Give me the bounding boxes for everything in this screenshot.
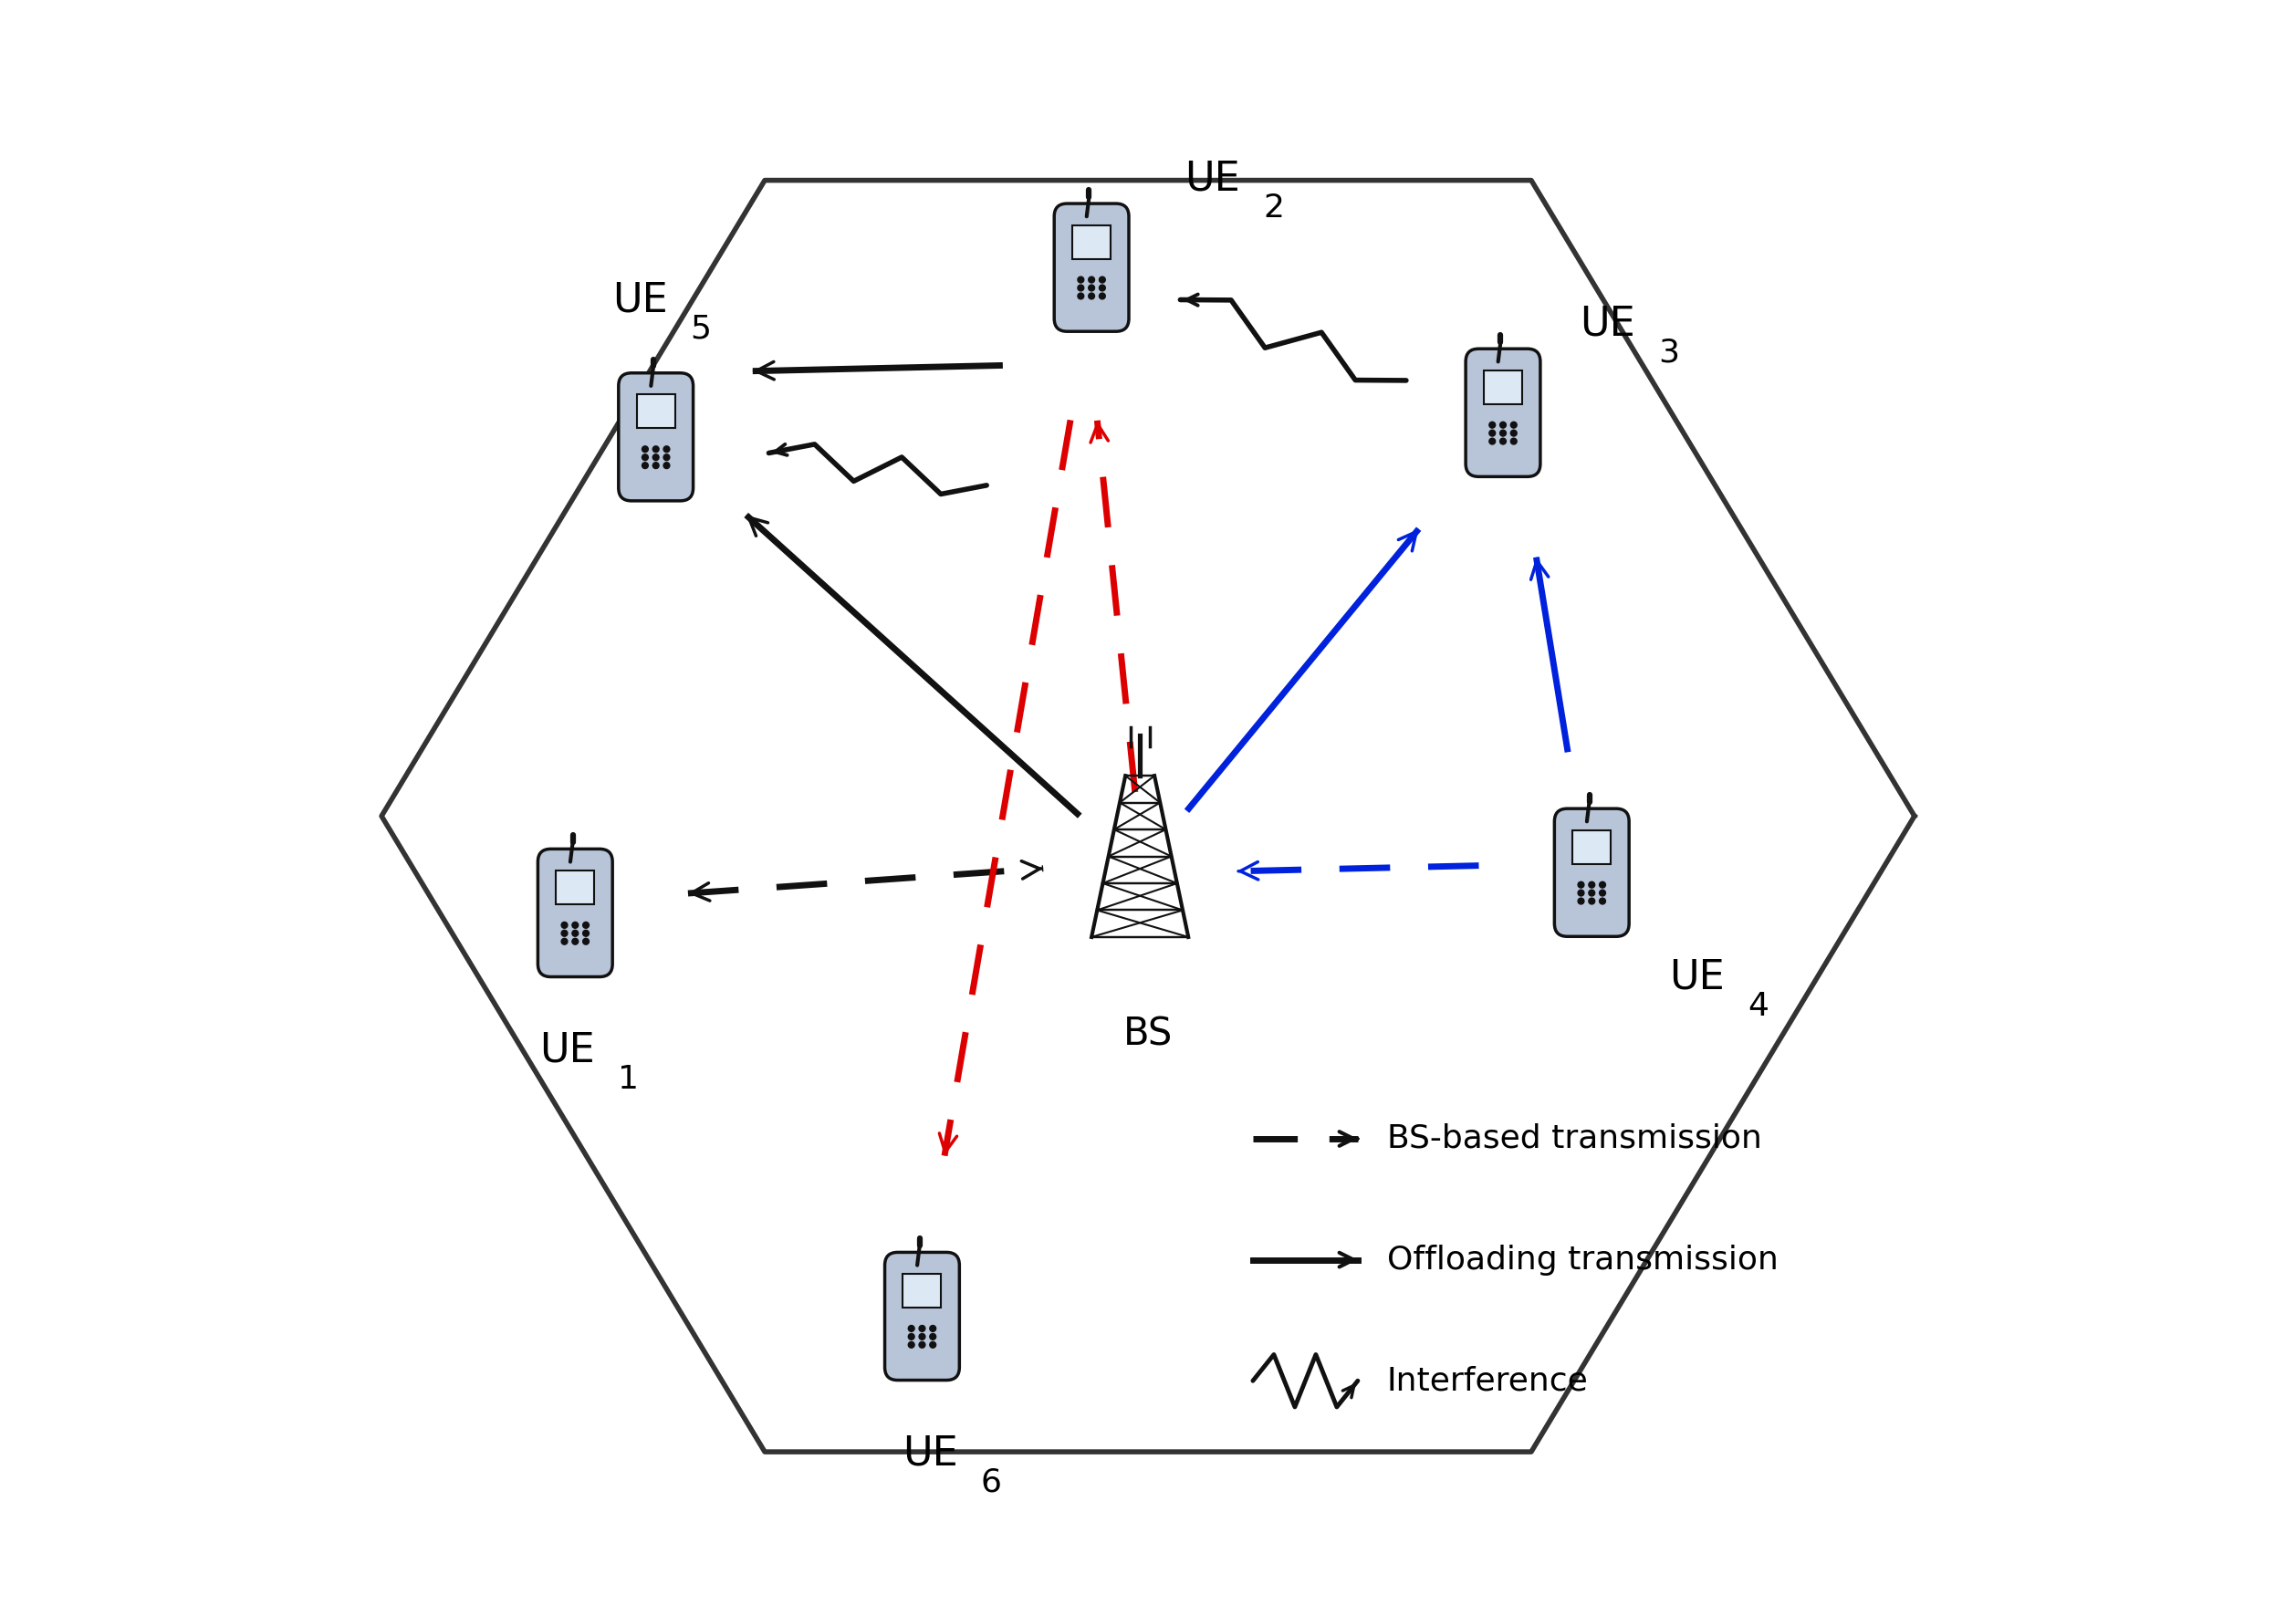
- Text: UE: UE: [1669, 958, 1724, 997]
- Text: BS: BS: [1123, 1015, 1173, 1054]
- FancyBboxPatch shape: [556, 871, 595, 905]
- Circle shape: [1490, 422, 1495, 428]
- Circle shape: [930, 1341, 937, 1348]
- FancyBboxPatch shape: [537, 848, 613, 976]
- Circle shape: [1511, 430, 1518, 436]
- Text: UE: UE: [1185, 158, 1240, 199]
- FancyBboxPatch shape: [902, 1273, 941, 1307]
- Circle shape: [930, 1333, 937, 1340]
- Circle shape: [583, 931, 590, 936]
- FancyBboxPatch shape: [636, 394, 675, 428]
- Circle shape: [664, 454, 670, 461]
- Circle shape: [909, 1325, 914, 1332]
- FancyBboxPatch shape: [618, 373, 693, 501]
- Circle shape: [572, 931, 579, 936]
- Circle shape: [918, 1341, 925, 1348]
- Text: 1: 1: [618, 1063, 638, 1094]
- Circle shape: [664, 446, 670, 452]
- FancyBboxPatch shape: [1072, 225, 1111, 259]
- Text: UE: UE: [540, 1031, 595, 1070]
- FancyBboxPatch shape: [1573, 831, 1612, 865]
- Circle shape: [583, 923, 590, 928]
- Circle shape: [643, 454, 647, 461]
- Text: Offloading transmission: Offloading transmission: [1387, 1244, 1777, 1275]
- Circle shape: [1600, 898, 1605, 905]
- Text: UE: UE: [902, 1433, 957, 1474]
- Circle shape: [930, 1325, 937, 1332]
- FancyBboxPatch shape: [1054, 204, 1130, 331]
- Circle shape: [1499, 422, 1506, 428]
- Circle shape: [1100, 284, 1104, 291]
- Circle shape: [918, 1333, 925, 1340]
- Circle shape: [1600, 882, 1605, 887]
- Circle shape: [664, 462, 670, 469]
- Circle shape: [1088, 276, 1095, 283]
- Circle shape: [1511, 438, 1518, 444]
- Text: 3: 3: [1658, 338, 1681, 368]
- Circle shape: [1490, 430, 1495, 436]
- Circle shape: [560, 939, 567, 945]
- Text: 4: 4: [1747, 991, 1768, 1021]
- Circle shape: [1577, 890, 1584, 895]
- Polygon shape: [381, 181, 1915, 1451]
- Circle shape: [909, 1341, 914, 1348]
- Circle shape: [1088, 284, 1095, 291]
- Circle shape: [652, 454, 659, 461]
- FancyBboxPatch shape: [884, 1252, 960, 1380]
- Text: UE: UE: [613, 280, 668, 320]
- Circle shape: [1077, 292, 1084, 299]
- Text: 2: 2: [1263, 192, 1283, 223]
- Text: BS-based transmission: BS-based transmission: [1387, 1123, 1761, 1154]
- Circle shape: [1577, 882, 1584, 887]
- Circle shape: [1600, 890, 1605, 895]
- Circle shape: [652, 446, 659, 452]
- Text: UE: UE: [1580, 304, 1635, 344]
- Circle shape: [1589, 898, 1596, 905]
- Circle shape: [560, 931, 567, 936]
- FancyBboxPatch shape: [1483, 370, 1522, 404]
- Circle shape: [572, 923, 579, 928]
- FancyBboxPatch shape: [1465, 349, 1541, 477]
- Circle shape: [909, 1333, 914, 1340]
- Circle shape: [643, 446, 647, 452]
- Circle shape: [1589, 882, 1596, 887]
- Circle shape: [1499, 438, 1506, 444]
- Circle shape: [652, 462, 659, 469]
- Circle shape: [643, 462, 647, 469]
- Circle shape: [918, 1325, 925, 1332]
- Circle shape: [572, 939, 579, 945]
- Circle shape: [1577, 898, 1584, 905]
- Circle shape: [1077, 276, 1084, 283]
- Circle shape: [1511, 422, 1518, 428]
- Circle shape: [1077, 284, 1084, 291]
- Circle shape: [1100, 276, 1104, 283]
- Circle shape: [1100, 292, 1104, 299]
- Circle shape: [1589, 890, 1596, 895]
- FancyBboxPatch shape: [1554, 808, 1630, 937]
- Text: 6: 6: [980, 1467, 1001, 1498]
- Circle shape: [1490, 438, 1495, 444]
- Circle shape: [1499, 430, 1506, 436]
- Circle shape: [583, 939, 590, 945]
- Circle shape: [1088, 292, 1095, 299]
- Circle shape: [560, 923, 567, 928]
- Text: 5: 5: [691, 314, 712, 344]
- Text: Interference: Interference: [1387, 1366, 1589, 1396]
